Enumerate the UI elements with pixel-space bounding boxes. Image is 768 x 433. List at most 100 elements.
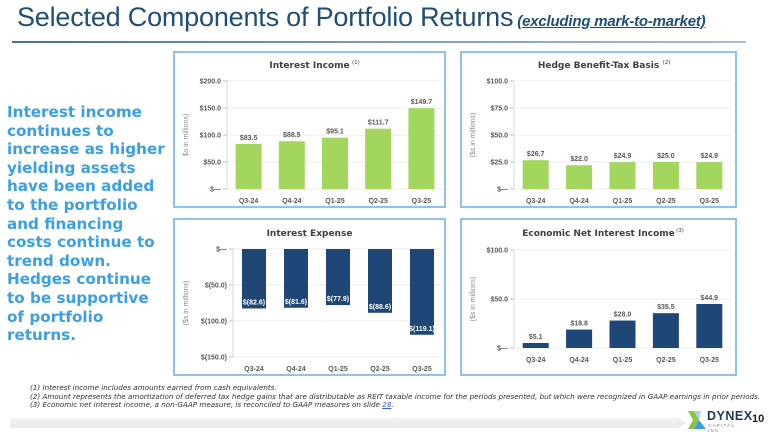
data-label: $25.0 [657, 153, 675, 160]
chart-title: Economic Net Interest Income [522, 229, 675, 239]
y-tick-label: $— [216, 247, 227, 254]
chart-panel-economic-nii: Economic Net Interest Income (3) $— $50.0 $1… [460, 218, 737, 376]
y-tick-label: $150.0 [200, 106, 222, 113]
data-label: $149.7 [411, 99, 433, 106]
y-tick-label: $(50.0) [205, 283, 227, 290]
page-subtitle: (excluding mark-to-market) [517, 13, 706, 30]
data-label: $35.5 [657, 304, 675, 311]
x-tick-label: Q1-25 [325, 198, 345, 205]
y-tick-label: $50.0 [490, 297, 508, 304]
data-label: $(88.6) [369, 304, 391, 311]
data-label: $18.8 [570, 321, 588, 328]
bar [652, 162, 679, 189]
y-tick-label: $100.0 [487, 248, 509, 255]
x-tick-label: Q3-25 [412, 366, 432, 373]
bar [522, 343, 549, 348]
x-tick-label: Q1-25 [328, 366, 348, 373]
data-label: $5.1 [529, 334, 543, 341]
x-tick-label: Q3-24 [244, 366, 264, 373]
y-axis-label: ($s in millions) [470, 113, 477, 158]
bar [696, 303, 723, 348]
chart-title: Interest Expense [267, 229, 353, 239]
footnote-3-text: (3) Economic net interest income, a non-… [30, 400, 383, 410]
y-tick-label: $25.0 [490, 160, 508, 167]
x-tick-label: Q3-24 [526, 198, 546, 205]
company-logo: DYNEX CAPITAL INC. [687, 409, 752, 433]
data-label: $(81.6) [285, 299, 307, 306]
x-tick-label: Q3-24 [526, 357, 546, 364]
data-label: $24.9 [701, 153, 719, 160]
slide-link[interactable]: 28 [382, 400, 392, 410]
chart-panel-interest-income: Interest Income (1) $— $50.0 $100.0 $150.0 $20… [173, 51, 446, 208]
y-tick-label: $100.0 [487, 79, 509, 86]
x-tick-label: Q2-25 [370, 366, 390, 373]
footnote-3: (3) Economic net interest income, a non-… [30, 400, 394, 410]
bar [696, 162, 723, 189]
x-tick-label: Q3-25 [700, 357, 720, 364]
data-label: $22.0 [570, 156, 588, 163]
bar [278, 141, 305, 189]
bar [326, 249, 350, 306]
bar [652, 313, 679, 348]
x-tick-label: Q2-25 [656, 198, 676, 205]
y-tick-label: $— [210, 187, 221, 194]
bar [566, 165, 593, 189]
data-label: $28.0 [614, 312, 632, 319]
bar [235, 143, 262, 189]
y-tick-label: $100.0 [200, 133, 222, 140]
bar [609, 162, 636, 189]
footer-bar [10, 418, 686, 428]
chart-economic-nii: Economic Net Interest Income (3) $— $50.0 $1… [470, 228, 731, 364]
chart-title: Hedge Benefit-Tax Basis [538, 61, 659, 71]
dynex-x-icon [688, 411, 706, 429]
page-number: 10 [752, 413, 765, 425]
x-tick-label: Q3-25 [700, 198, 720, 205]
sidebar-commentary: Interest income continues to increase as… [7, 103, 165, 345]
data-label: $26.7 [527, 151, 545, 158]
bar [408, 108, 435, 189]
x-tick-label: Q3-24 [239, 198, 259, 205]
bar [322, 137, 348, 189]
title-divider [12, 41, 746, 43]
x-tick-label: Q4-24 [282, 198, 302, 205]
bar [365, 128, 392, 189]
y-axis-label: ($s in millions) [183, 281, 190, 326]
footnote-2: (2) Amount represents the amortization o… [30, 391, 761, 401]
page-title-main: Selected Components of Portfolio Returns [17, 2, 514, 32]
footnote-ref: (2) [663, 60, 671, 66]
page-title: Selected Components of Portfolio Returns… [17, 2, 706, 33]
data-label: $83.5 [240, 135, 258, 142]
bar [566, 329, 593, 348]
bar [284, 249, 308, 308]
y-tick-label: $— [497, 346, 508, 353]
bar [609, 320, 636, 348]
logo-subtext: CAPITAL INC. [708, 423, 736, 433]
x-tick-label: Q2-25 [368, 198, 388, 205]
x-tick-label: Q4-24 [569, 198, 589, 205]
footnote-ref: (3) [676, 228, 684, 234]
data-label: $111.7 [368, 120, 389, 127]
chart-interest-expense: Interest Expense $— $(50.0) $(100.0) $(150.0… [183, 229, 443, 373]
bar [522, 160, 549, 189]
logo-wordmark: DYNEX [707, 409, 753, 423]
data-label: $(119.1) [409, 326, 435, 333]
x-tick-label: Q1-25 [613, 357, 633, 364]
y-axis-label: $s in millions) [183, 114, 190, 156]
bar [242, 249, 266, 309]
y-tick-label: $50.0 [490, 133, 508, 140]
y-axis-label: ($s in millions) [470, 277, 477, 322]
y-tick-label: $(100.0) [201, 319, 227, 326]
footnote-1: (1) Interest income includes amounts ear… [30, 383, 277, 392]
data-label: $88.5 [283, 132, 301, 139]
x-tick-label: Q3-25 [412, 198, 432, 205]
data-label: $24.9 [614, 153, 632, 160]
y-tick-label: $(150.0) [201, 355, 227, 362]
data-label: $(77.9) [327, 296, 349, 303]
data-label: $95.1 [326, 129, 344, 136]
y-tick-label: $75.0 [490, 106, 508, 113]
x-tick-label: Q2-25 [656, 357, 676, 364]
bar [368, 249, 392, 313]
x-tick-label: Q4-24 [569, 357, 589, 364]
y-tick-label: $50.0 [203, 160, 221, 167]
data-label: $44.9 [701, 295, 719, 302]
